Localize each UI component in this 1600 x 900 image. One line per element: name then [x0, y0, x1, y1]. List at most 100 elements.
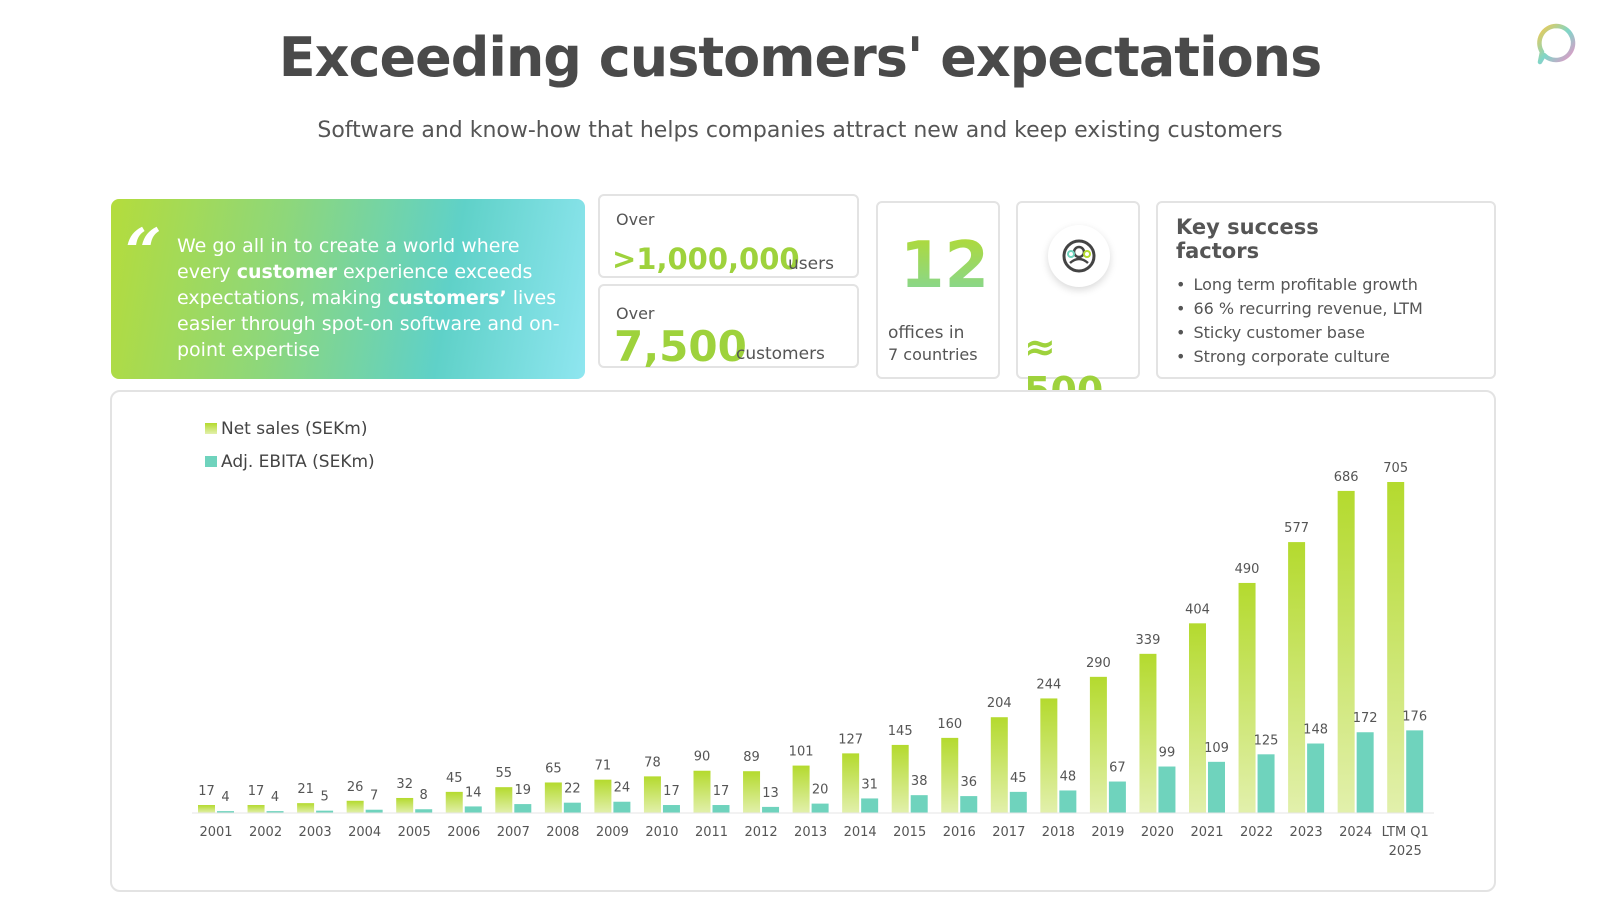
x-tick-label: 2020	[1141, 825, 1174, 840]
bar-net-sales	[198, 805, 215, 813]
data-label-net-sales: 290	[1086, 656, 1111, 671]
legend-swatch-ebita	[205, 456, 217, 467]
bar-adj-ebita	[514, 804, 532, 813]
data-label-net-sales: 26	[347, 780, 364, 795]
data-label-adj-ebita: 38	[911, 774, 928, 789]
bar-net-sales	[346, 800, 364, 813]
ksf-title: Key success factors	[1176, 215, 1319, 263]
data-label-adj-ebita: 31	[861, 777, 878, 792]
bar-adj-ebita	[563, 802, 581, 813]
data-label-net-sales: 65	[545, 761, 562, 776]
bar-adj-ebita	[1108, 781, 1126, 813]
bar-net-sales	[1139, 653, 1157, 813]
data-label-adj-ebita: 67	[1109, 761, 1126, 776]
data-label-net-sales: 71	[595, 759, 612, 774]
data-label-net-sales: 101	[789, 745, 814, 760]
x-tick-label: 2024	[1339, 825, 1372, 840]
x-tick-label: 2002	[249, 825, 282, 840]
data-label-adj-ebita: 19	[515, 783, 532, 798]
bar-adj-ebita	[1356, 732, 1374, 813]
x-tick-label: 2023	[1290, 825, 1323, 840]
customers-value: 7,500	[614, 322, 747, 371]
bar-adj-ebita	[910, 795, 928, 813]
offices-stat-card: 12 offices in 7 countries	[876, 201, 1000, 379]
bar-net-sales	[693, 770, 711, 813]
data-label-adj-ebita: 5	[320, 790, 328, 805]
x-tick-label: 2010	[645, 825, 678, 840]
x-tick-label: 2011	[695, 825, 728, 840]
data-label-net-sales: 244	[1036, 677, 1061, 692]
offices-line1: offices in	[888, 323, 965, 343]
bar-adj-ebita	[1158, 766, 1176, 813]
people-icon	[1062, 239, 1096, 273]
data-label-net-sales: 705	[1383, 461, 1408, 476]
bar-net-sales	[247, 805, 265, 813]
bar-adj-ebita	[365, 809, 383, 813]
data-label-net-sales: 90	[694, 750, 711, 765]
sales-ebita-bar-chart: Net sales (SEKm) Adj. EBITA (SEKm) 17 4 20…	[192, 419, 1434, 859]
sales-ebita-chart-card: Net sales (SEKm) Adj. EBITA (SEKm) 17 4 20…	[110, 390, 1496, 892]
bar-net-sales	[1387, 482, 1405, 813]
data-label-adj-ebita: 4	[271, 790, 279, 805]
x-tick-label: 2001	[199, 825, 232, 840]
key-success-factors-card: Key success factors Long term profitable…	[1156, 201, 1496, 379]
bar-adj-ebita	[1307, 743, 1325, 813]
page-title: Exceeding customers' expectations	[278, 26, 1323, 89]
data-label-adj-ebita: 20	[812, 783, 829, 798]
ksf-item: Sticky customer base	[1176, 321, 1423, 345]
data-label-adj-ebita: 148	[1303, 723, 1328, 738]
data-label-net-sales: 89	[743, 750, 760, 765]
x-tick-label: 2019	[1091, 825, 1124, 840]
ksf-item: Long term profitable growth	[1176, 273, 1423, 297]
data-label-adj-ebita: 176	[1402, 709, 1427, 724]
data-label-net-sales: 686	[1334, 470, 1359, 485]
x-tick-label: 2007	[497, 825, 530, 840]
bar-net-sales	[1189, 623, 1206, 813]
bar-net-sales	[990, 717, 1008, 813]
bar-net-sales	[495, 787, 513, 813]
x-tick-label: 2018	[1042, 825, 1075, 840]
data-label-net-sales: 577	[1284, 521, 1309, 536]
users-unit: users	[788, 254, 834, 274]
bar-net-sales	[1337, 490, 1355, 813]
x-tick-label: 2009	[596, 825, 629, 840]
x-tick-label: 2015	[893, 825, 926, 840]
x-tick-label: 2022	[1240, 825, 1273, 840]
data-label-adj-ebita: 172	[1353, 711, 1378, 726]
x-tick-label: 2017	[992, 825, 1025, 840]
quote-part-bold: customers’	[387, 287, 507, 309]
ksf-item: Strong corporate culture	[1176, 345, 1423, 369]
bar-adj-ebita	[1208, 761, 1225, 813]
x-tick-label: 2012	[745, 825, 778, 840]
data-label-adj-ebita: 17	[713, 784, 730, 799]
users-value: >1,000,000	[612, 242, 800, 276]
data-label-adj-ebita: 48	[1060, 769, 1077, 784]
data-label-net-sales: 55	[496, 766, 513, 781]
bar-adj-ebita	[217, 811, 234, 813]
employees-stat-card: ≈ 500	[1016, 201, 1140, 413]
users-stat-card: Over >1,000,000 users	[598, 194, 859, 278]
people-icon-circle	[1048, 225, 1110, 287]
bar-net-sales	[792, 765, 810, 813]
data-label-adj-ebita: 99	[1159, 746, 1176, 761]
bar-net-sales	[891, 744, 909, 813]
bar-adj-ebita	[1059, 790, 1077, 813]
customers-prefix: Over	[616, 304, 655, 323]
data-label-net-sales: 145	[888, 724, 913, 739]
data-label-net-sales: 78	[644, 755, 661, 770]
bar-net-sales	[1288, 542, 1306, 813]
bar-net-sales	[396, 797, 414, 813]
bar-net-sales	[445, 791, 463, 813]
bar-adj-ebita	[1009, 791, 1027, 813]
page-subtitle: Software and know-how that helps compani…	[317, 118, 1283, 143]
data-label-adj-ebita: 14	[465, 785, 482, 800]
data-label-net-sales: 127	[838, 732, 863, 747]
data-label-adj-ebita: 22	[564, 782, 581, 797]
x-tick-label: 2016	[943, 825, 976, 840]
x-tick-label: 2003	[299, 825, 332, 840]
users-prefix: Over	[616, 210, 655, 229]
bar-net-sales	[297, 803, 315, 813]
data-label-net-sales: 17	[198, 784, 215, 799]
data-label-net-sales: 404	[1185, 602, 1210, 617]
x-tick-label: 2021	[1190, 825, 1223, 840]
